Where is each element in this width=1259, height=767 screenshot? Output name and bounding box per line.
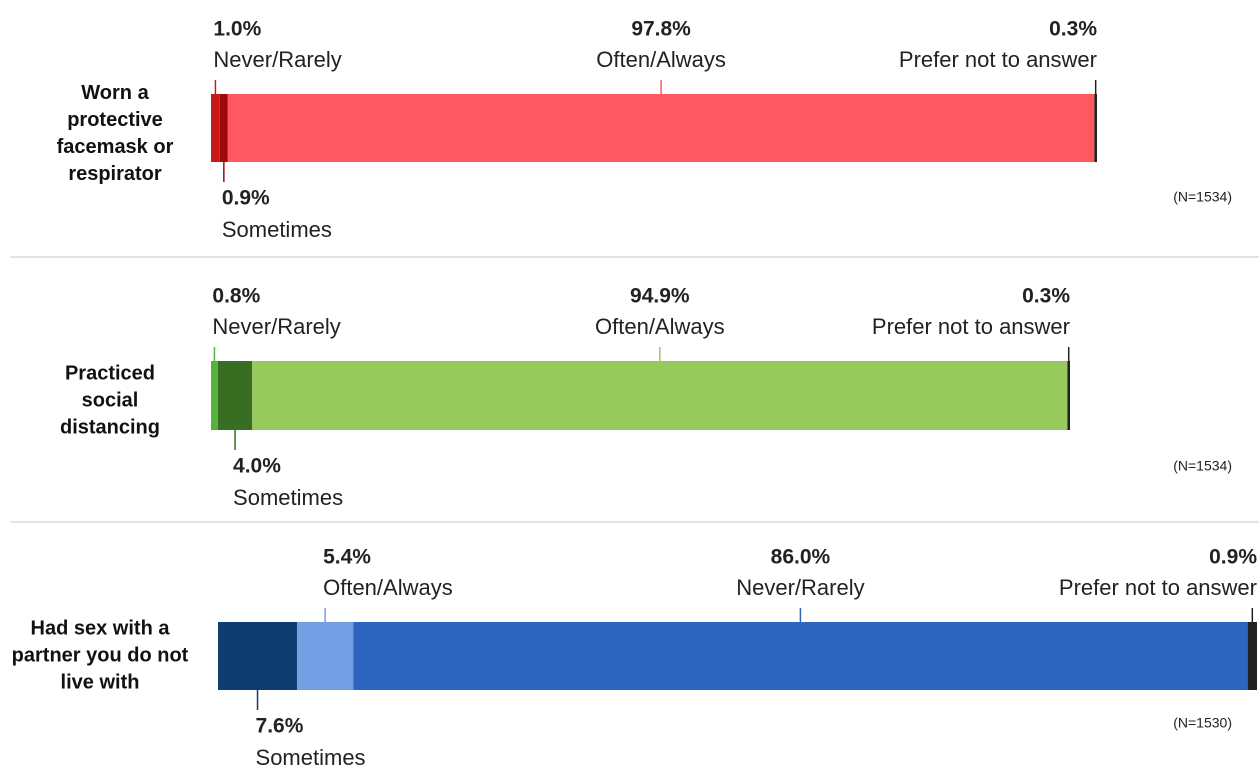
value-label: 0.9% [1209, 546, 1257, 569]
bar-segment [1247, 622, 1257, 690]
segment-name: Often/Always [595, 314, 725, 339]
row-label: Practiced social distancing [59, 362, 160, 439]
segment-name: Never/Rarely [736, 575, 864, 600]
bar-segment [219, 94, 228, 162]
bar-segment [211, 94, 220, 162]
bar-segment [1094, 94, 1097, 162]
segment-name: Often/Always [596, 47, 726, 72]
segment-name: Prefer not to answer [1059, 575, 1257, 600]
segment-name: Never/Rarely [212, 314, 340, 339]
segment-name: Sometimes [256, 745, 366, 767]
bar-segment [1067, 361, 1070, 430]
value-label: 0.9% [222, 187, 270, 210]
note: (N=1530) [1173, 715, 1232, 731]
value-label: 94.9% [630, 285, 690, 308]
segment-name: Sometimes [233, 485, 343, 510]
segment-name: Sometimes [222, 217, 332, 242]
segment-name: Never/Rarely [213, 47, 341, 72]
segment-name: Often/Always [323, 575, 453, 600]
bar-segment [297, 622, 354, 690]
value-label: 0.3% [1022, 285, 1070, 308]
row-label: Had sex with a partner you do not live w… [11, 617, 189, 694]
value-label: 86.0% [771, 546, 831, 569]
bar-segment [252, 361, 1068, 430]
bar-segment [353, 622, 1248, 690]
bar-segment [217, 361, 253, 430]
segment-name: Prefer not to answer [872, 314, 1070, 339]
bar-segment [218, 622, 298, 690]
note: (N=1534) [1173, 189, 1232, 205]
value-label: 1.0% [213, 18, 261, 41]
row-label: Worn a protective facemask or respirator [56, 82, 174, 185]
note: (N=1534) [1173, 458, 1232, 474]
value-label: 97.8% [631, 18, 691, 41]
bar-segment [211, 361, 218, 430]
segment-name: Prefer not to answer [899, 47, 1097, 72]
value-label: 5.4% [323, 546, 371, 569]
value-label: 7.6% [256, 715, 304, 738]
value-label: 4.0% [233, 455, 281, 478]
value-label: 0.3% [1049, 18, 1097, 41]
bar-segment [227, 94, 1095, 162]
value-label: 0.8% [212, 285, 260, 308]
